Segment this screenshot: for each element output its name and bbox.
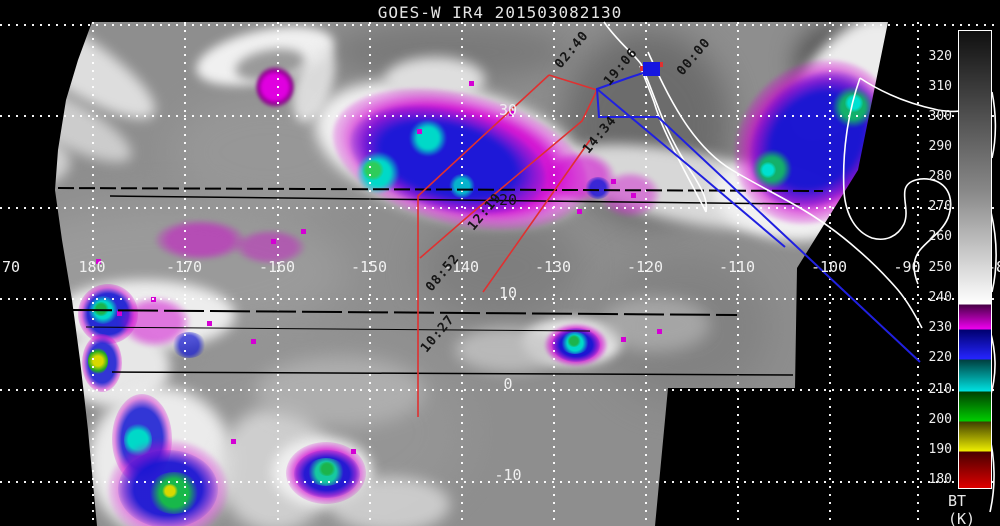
cloud-blob: [600, 297, 710, 352]
lon-label: 180: [78, 258, 106, 276]
convection-blob: [235, 230, 305, 264]
lon-label: -160: [258, 258, 296, 276]
lon-label: -120: [626, 258, 664, 276]
colorbar-tick-label: 250: [928, 260, 952, 275]
lat-label: 20: [498, 191, 518, 209]
colorbar-title: BT (K): [948, 492, 976, 526]
convection-blob: [162, 484, 178, 498]
convection-blob: [600, 172, 660, 217]
convection-blob: [845, 94, 863, 112]
lon-label: -150: [350, 258, 388, 276]
convection-blob: [567, 335, 581, 347]
convection-blob: [88, 348, 108, 374]
lon-label: 70: [2, 258, 21, 276]
convection-blob: [760, 162, 776, 178]
lon-label: -100: [810, 258, 848, 276]
convection-blob: [172, 332, 206, 358]
lon-label: -110: [718, 258, 756, 276]
page-title: GOES-W IR4 201503082130: [377, 3, 623, 22]
lat-label: 10: [498, 284, 518, 302]
brightness-temperature-colorbar: [958, 30, 992, 489]
convection-blob: [256, 66, 294, 108]
convection-blob: [93, 302, 109, 316]
lat-label: 0: [503, 375, 513, 393]
colorbar-tick-label: 190: [928, 442, 952, 457]
colorbar-tick-label: 210: [928, 382, 952, 397]
colorbar-tick-label: 260: [928, 229, 952, 244]
colorbar-tick-label: 280: [928, 169, 952, 184]
convection-blob: [408, 120, 448, 156]
lon-label: -170: [165, 258, 203, 276]
convection-blob: [585, 177, 611, 199]
convection-blob: [155, 220, 245, 260]
lon-label: -140: [442, 258, 480, 276]
colorbar-tick-label: 240: [928, 290, 952, 305]
colorbar-tick-label: 230: [928, 320, 952, 335]
cloud-blob: [255, 357, 425, 427]
convection-blob: [318, 462, 336, 476]
colorbar-tick-label: 290: [928, 139, 952, 154]
colorbar-tick-label: 310: [928, 79, 952, 94]
lat-label: 30: [498, 101, 518, 119]
lat-label: -10: [494, 466, 522, 484]
colorbar-tick-label: 300: [928, 109, 952, 124]
lon-label: -90: [893, 258, 921, 276]
colorbar-tick-label: 270: [928, 199, 952, 214]
ir-imagery: [0, 22, 1000, 526]
convection-blob: [362, 160, 384, 180]
colorbar-tick-label: 180: [928, 472, 952, 487]
colorbar-tick-label: 220: [928, 350, 952, 365]
lon-label: -130: [534, 258, 572, 276]
convection-blob: [448, 174, 476, 198]
colorbar-tick-label: 320: [928, 49, 952, 64]
colorbar-tick-label: 200: [928, 412, 952, 427]
